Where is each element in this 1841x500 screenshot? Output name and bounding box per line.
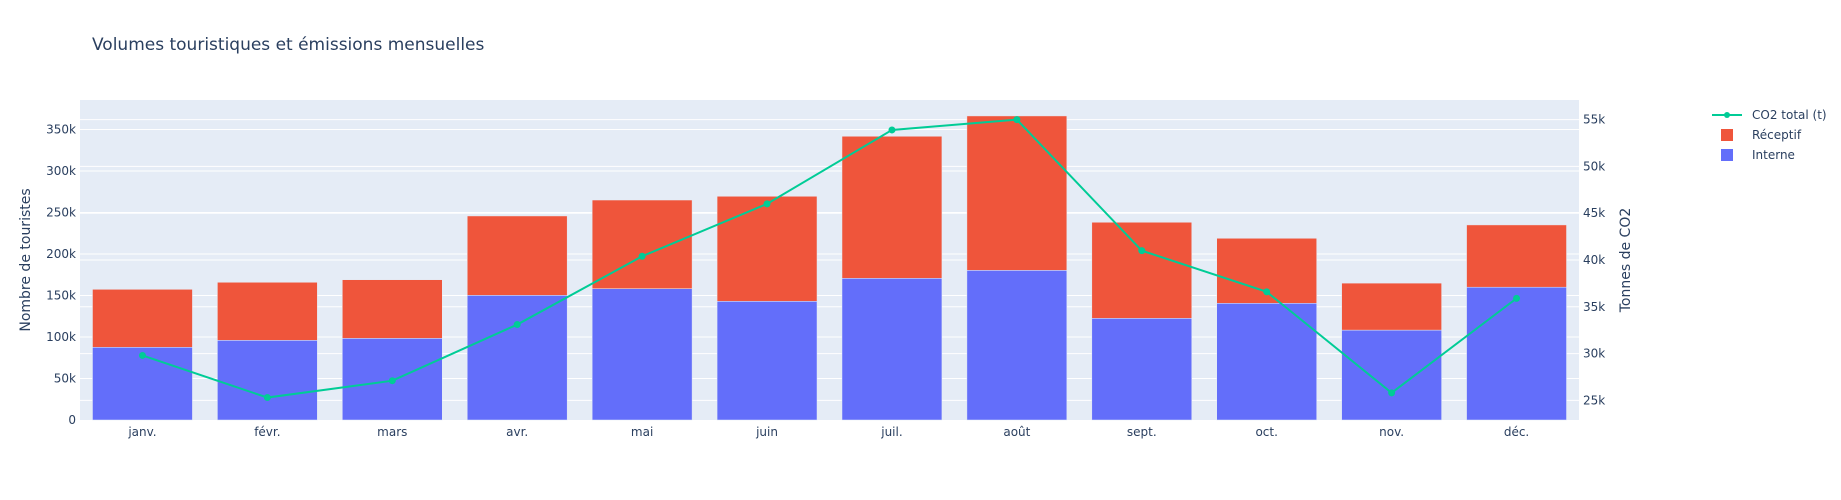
y-tick-label: 200k: [46, 247, 76, 261]
bar-interne: [1216, 303, 1317, 421]
co2-line: [138, 116, 1521, 402]
bar-r-ceptif: [1091, 222, 1193, 319]
legend-label: Réceptif: [1752, 128, 1802, 142]
y2-axis-title: Tonnes de CO2: [1618, 208, 1634, 314]
bar-interne: [466, 295, 568, 421]
bar-r-ceptif: [1341, 282, 1442, 331]
chart-title: Volumes touristiques et émissions mensue…: [92, 35, 485, 55]
gridlines: [80, 119, 1579, 401]
y-tick-label: 50k: [54, 371, 76, 385]
legend[interactable]: CO2 total (t) Réceptif Interne: [1712, 108, 1827, 162]
co2-point: [1388, 389, 1396, 397]
y2-tick-label: 45k: [1583, 206, 1605, 220]
co2-point: [388, 377, 396, 385]
y2-tick-label: 50k: [1583, 159, 1605, 173]
bar-r-ceptif: [1466, 224, 1567, 288]
co2-point: [638, 252, 646, 260]
y2-tick-label: 40k: [1583, 253, 1605, 267]
x-axis: janv. févr. mars avr. mai juin juil. août sept. o…: [127, 425, 1529, 439]
legend-item[interactable]: Interne: [1721, 148, 1795, 162]
bar-r-ceptif: [217, 282, 318, 341]
bar-interne: [966, 270, 1068, 421]
bar-interne: [1091, 318, 1193, 421]
bar-interne: [92, 347, 193, 421]
co2-point: [888, 126, 896, 134]
x-tick-label: nov.: [1379, 425, 1404, 439]
bar-interne: [1466, 286, 1567, 421]
bar-interne: [716, 301, 818, 421]
bar-interne: [1341, 329, 1442, 421]
y-tick-label: 100k: [46, 330, 76, 344]
x-tick-label: juin: [755, 425, 778, 439]
legend-marker-icon: [1724, 112, 1730, 118]
co2-point: [138, 351, 146, 359]
y-axis-left: 0 50k 100k 150k 200k 250k 300k 350k: [46, 122, 76, 427]
y2-tick-label: 35k: [1583, 300, 1605, 314]
y-axis-title: Nombre de touristes: [18, 188, 34, 331]
y-tick-label: 0: [68, 413, 76, 427]
co2-point: [1138, 247, 1146, 255]
legend-swatch-icon: [1721, 149, 1733, 161]
x-tick-label: juil.: [880, 425, 902, 439]
x-tick-label: janv.: [127, 425, 156, 439]
x-tick-label: févr.: [254, 425, 280, 439]
y-axis-right: 25k 30k 35k 40k 45k 50k 55k: [1583, 113, 1605, 408]
bar-interne: [591, 288, 693, 421]
legend-item[interactable]: Réceptif: [1721, 128, 1802, 142]
x-tick-label: août: [1003, 425, 1030, 439]
bar-r-ceptif: [466, 215, 568, 296]
y-tick-label: 250k: [46, 205, 76, 219]
bar-r-ceptif: [966, 115, 1068, 271]
x-tick-label: mars: [377, 425, 407, 439]
legend-item[interactable]: CO2 total (t): [1712, 108, 1827, 122]
co2-point: [513, 321, 521, 329]
co2-point: [763, 200, 771, 208]
bar-r-ceptif: [342, 279, 443, 339]
bar-r-ceptif: [716, 196, 818, 302]
co2-line-path: [142, 118, 1518, 399]
bar-interne: [217, 340, 318, 421]
legend-label: Interne: [1752, 148, 1795, 162]
x-tick-label: oct.: [1255, 425, 1277, 439]
y-tick-label: 300k: [46, 164, 76, 178]
co2-point: [1013, 116, 1021, 124]
x-tick-label: déc.: [1504, 425, 1529, 439]
y-tick-label: 350k: [46, 122, 76, 136]
y2-tick-label: 55k: [1583, 113, 1605, 127]
y2-tick-label: 30k: [1583, 347, 1605, 361]
bar-r-ceptif: [841, 136, 943, 279]
x-tick-label: mai: [631, 425, 653, 439]
co2-point: [1513, 294, 1521, 302]
legend-swatch-icon: [1721, 129, 1733, 141]
x-tick-label: avr.: [506, 425, 528, 439]
y-tick-label: 150k: [46, 288, 76, 302]
co2-point: [1263, 288, 1271, 296]
bar-interne: [841, 278, 943, 421]
x-tick-label: sept.: [1127, 425, 1157, 439]
y2-tick-label: 25k: [1583, 393, 1605, 407]
legend-label: CO2 total (t): [1752, 108, 1827, 122]
co2-point: [263, 394, 271, 402]
bars: [92, 115, 1567, 421]
bar-r-ceptif: [92, 289, 193, 348]
